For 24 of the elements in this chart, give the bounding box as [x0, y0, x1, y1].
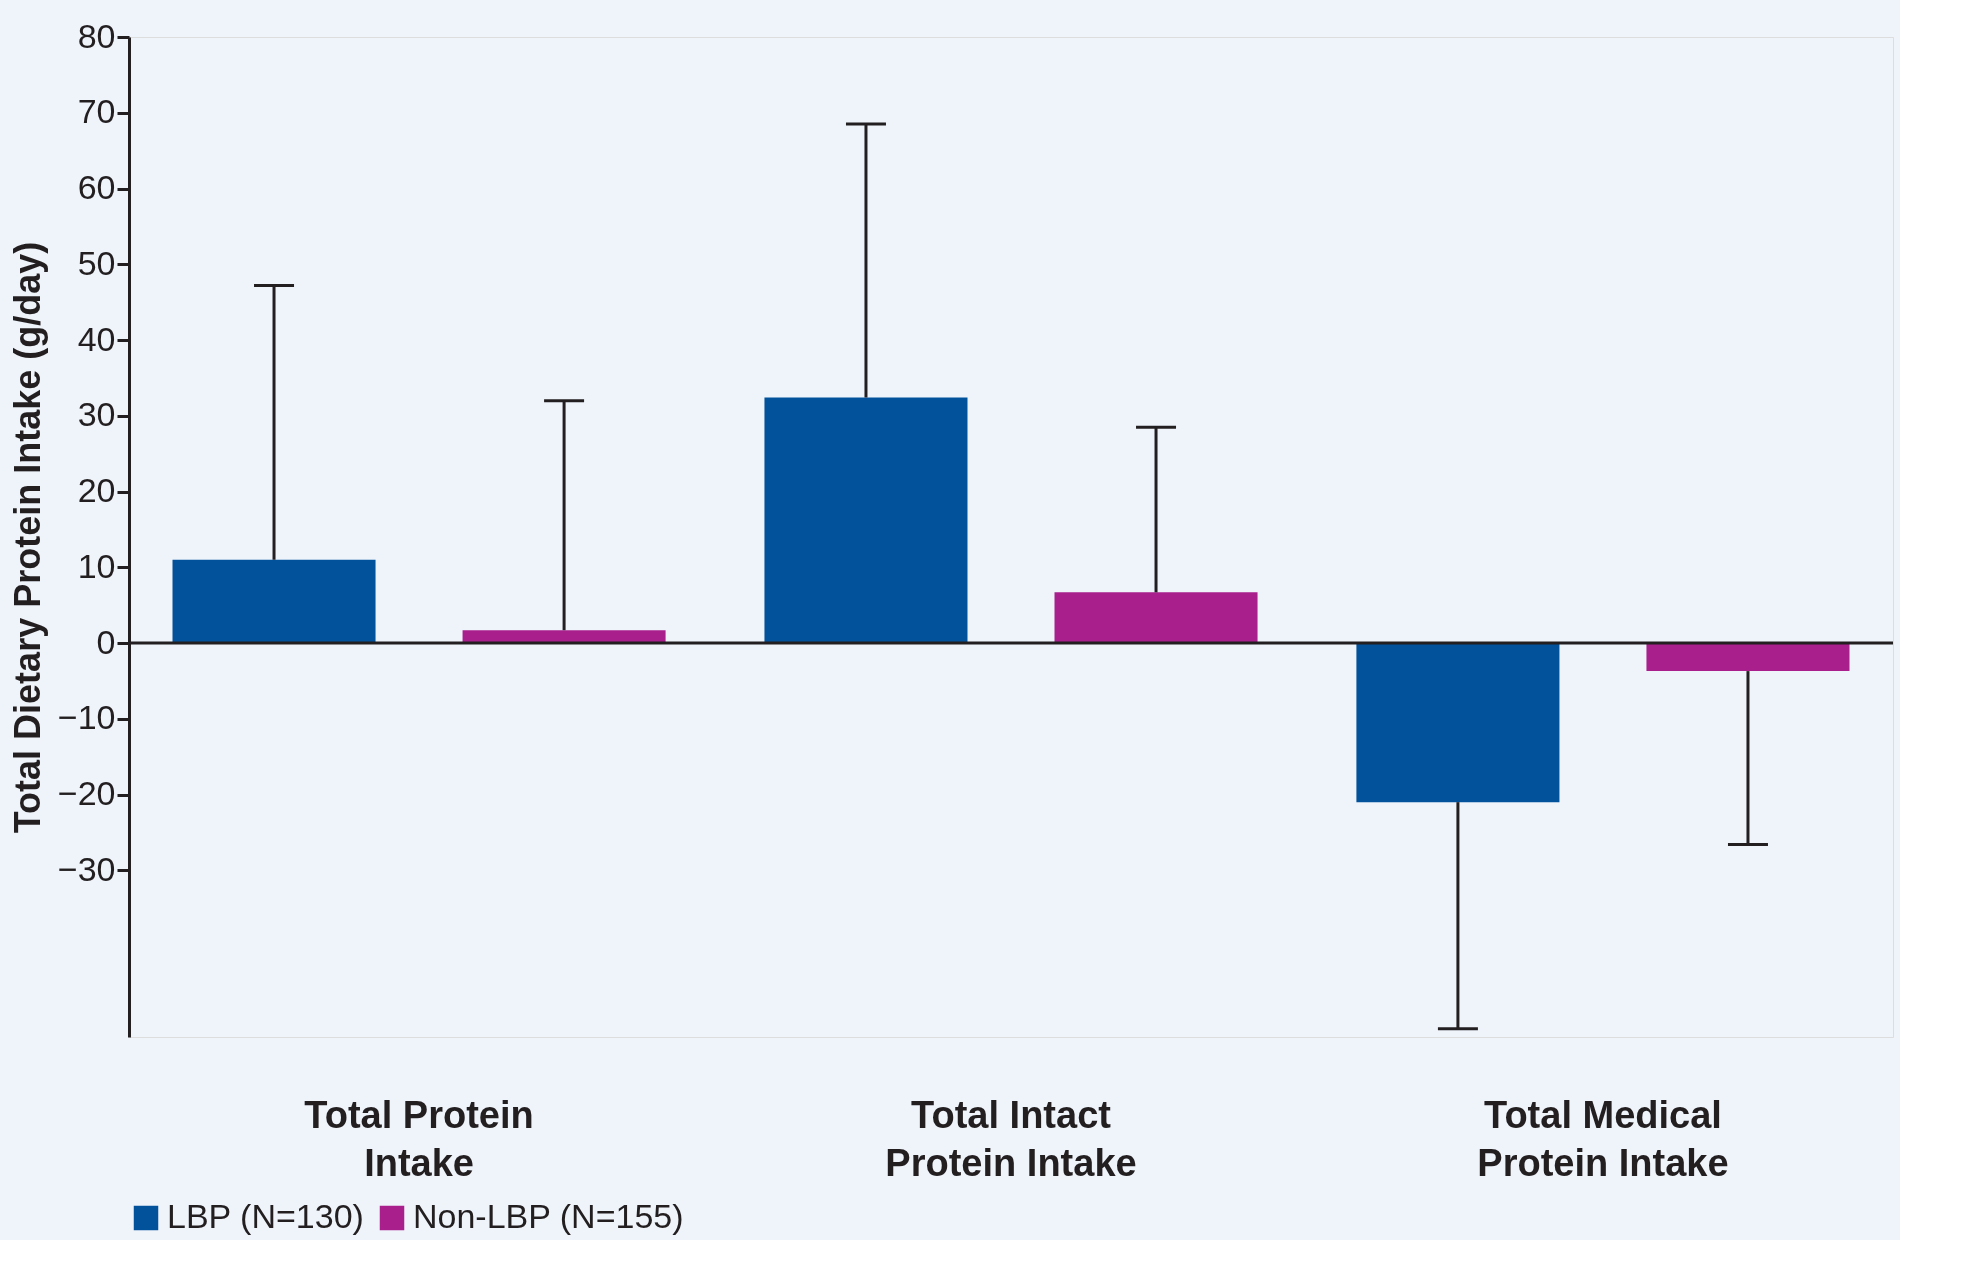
legend-label: LBP (N=130): [167, 1197, 364, 1235]
y-tick-label: 0: [96, 622, 116, 661]
y-tick-label: 10: [77, 546, 116, 585]
y-axis-title: Total Dietary Protein Intake (g/day): [6, 241, 48, 834]
x-tick-label: Total Medical Protein Intake: [1477, 1093, 1729, 1184]
bar: [1054, 592, 1258, 644]
y-tick-label: 50: [77, 243, 116, 282]
legend-label: Non-LBP (N=155): [413, 1197, 684, 1235]
bar: [1646, 643, 1850, 672]
y-tick-label: 20: [77, 471, 116, 510]
y-tick-label: 60: [77, 168, 116, 207]
y-tick-label: 70: [77, 92, 116, 131]
x-tick-label: Total Protein Intake: [304, 1093, 534, 1184]
y-tick-label: −30: [57, 849, 116, 888]
bar: [462, 630, 666, 644]
y-tick-label: 40: [77, 319, 116, 358]
y-tick-label: 80: [77, 16, 116, 55]
y-tick-label: −10: [57, 698, 116, 737]
bar: [172, 559, 376, 644]
bar: [1356, 643, 1560, 803]
x-tick-label: Total Intact Protein Intake: [885, 1093, 1137, 1184]
y-tick-label: −20: [57, 774, 116, 813]
y-tick-label: 30: [77, 395, 116, 434]
bar: [764, 397, 968, 644]
